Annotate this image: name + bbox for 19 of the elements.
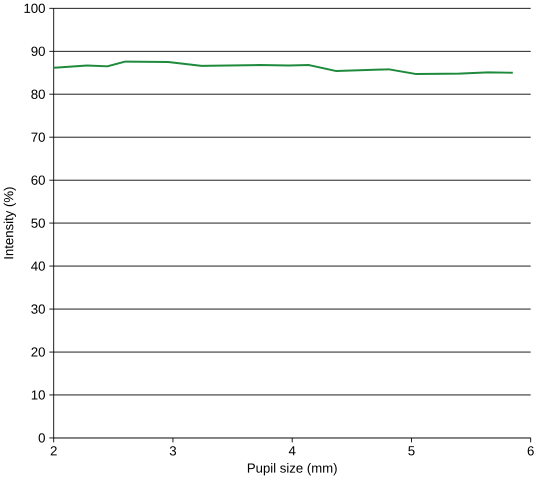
y-tick-label: 100 — [24, 4, 45, 13]
y-tick-label: 50 — [31, 218, 45, 228]
x-tick-label: 2 — [50, 446, 57, 456]
x-tick-label: 6 — [528, 446, 534, 456]
y-tick-label: 70 — [31, 132, 45, 142]
y-tick-label: 80 — [31, 90, 45, 99]
y-tick-label: 30 — [31, 304, 45, 314]
x-tick-label: 4 — [288, 446, 296, 456]
x-tick-label: 5 — [408, 446, 415, 456]
y-axis-title: Intensity (%) — [4, 187, 16, 258]
y-tick-label: 40 — [31, 261, 45, 271]
x-axis-title: Pupil size (mm) — [248, 463, 337, 476]
y-tick-label: 20 — [31, 347, 45, 357]
line-series — [52, 60, 514, 76]
y-tick-label: 10 — [32, 390, 45, 400]
y-tick-label: 0 — [38, 433, 45, 443]
y-tick-label: 60 — [31, 176, 45, 185]
y-tick-label: 90 — [31, 46, 45, 56]
x-tick-label: 3 — [170, 446, 176, 456]
